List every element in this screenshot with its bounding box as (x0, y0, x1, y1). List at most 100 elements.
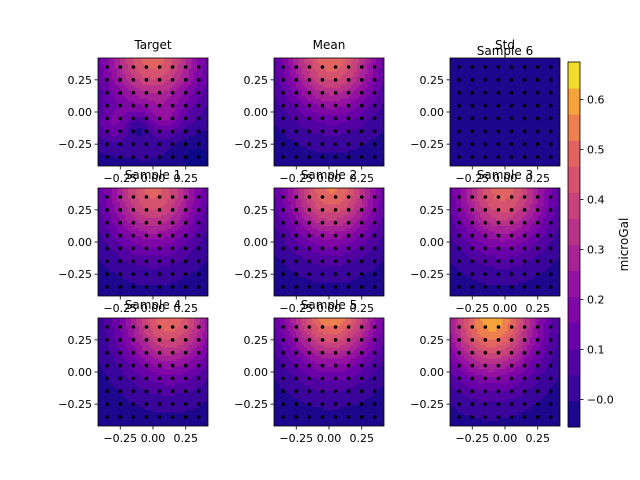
heat-cell (274, 125, 278, 129)
heat-cell (483, 87, 487, 91)
heat-cell (139, 60, 143, 64)
heat-cell (169, 144, 173, 148)
heat-cell (290, 90, 294, 94)
heat-cell (312, 58, 316, 62)
heat-cell (312, 122, 316, 127)
heat-cell (293, 160, 297, 164)
heat-cell (521, 109, 525, 113)
heat-cell (502, 130, 506, 135)
heat-cell (505, 163, 509, 166)
heat-cell (205, 160, 208, 164)
heat-cell (298, 147, 303, 151)
heat-cell (540, 71, 545, 75)
heat-cell (323, 63, 327, 67)
heat-cell (197, 144, 201, 148)
heat-cell (188, 68, 193, 73)
heat-cell (488, 87, 492, 91)
heat-cell (480, 95, 484, 100)
station-point (320, 103, 325, 108)
heat-cell (348, 101, 352, 105)
heat-cell (139, 58, 143, 62)
heat-cell (551, 98, 556, 102)
heat-cell (164, 128, 168, 132)
heat-cell (183, 106, 187, 110)
heat-cell (161, 87, 165, 91)
station-point (346, 90, 351, 95)
heat-cell (488, 125, 492, 129)
heat-cell (103, 87, 107, 91)
heat-cell (466, 109, 470, 113)
heat-cell (337, 109, 341, 113)
heat-cell (452, 68, 457, 73)
heat-cell (507, 109, 512, 113)
heat-cell (331, 128, 336, 132)
heat-cell (125, 149, 129, 154)
heat-cell (142, 141, 146, 145)
heat-cell (510, 120, 514, 124)
heat-cell (180, 122, 184, 127)
heat-cell (356, 147, 360, 151)
heat-cell (188, 149, 193, 154)
heat-cell (309, 87, 314, 91)
heat-cell (169, 106, 173, 110)
heat-cell (197, 160, 201, 164)
heat-cell (331, 71, 336, 75)
heat-cell (505, 85, 509, 89)
heat-cell (516, 155, 520, 159)
heat-cell (370, 122, 374, 127)
heat-cell (535, 149, 539, 154)
heat-cell (282, 157, 286, 162)
heat-cell (340, 82, 344, 86)
heat-cell (287, 125, 292, 129)
heat-cell (122, 63, 127, 67)
heat-cell (551, 147, 556, 151)
heat-cell (307, 157, 311, 162)
heat-cell (147, 144, 151, 148)
heat-cell (450, 101, 454, 105)
heat-cell (133, 63, 138, 67)
heat-cell (463, 155, 468, 159)
heat-cell (329, 152, 333, 156)
heat-cell (285, 155, 289, 159)
heat-cell (557, 58, 560, 62)
heat-cell (472, 74, 476, 78)
heat-cell (502, 163, 506, 166)
heat-cell (111, 149, 116, 154)
heat-cell (131, 85, 135, 89)
heat-cell (532, 160, 536, 164)
heat-cell (557, 82, 560, 86)
heat-cell (114, 117, 118, 121)
heat-cell (466, 160, 470, 164)
heat-cell (549, 133, 553, 137)
heat-cell (285, 103, 289, 108)
heat-cell (381, 125, 384, 129)
heat-cell (510, 71, 514, 75)
heat-cell (480, 120, 484, 124)
heat-cell (147, 139, 151, 143)
heat-cell (543, 125, 547, 129)
heat-cell (188, 152, 193, 156)
heat-cell (351, 133, 355, 137)
heat-cell (150, 60, 154, 64)
heat-cell (122, 149, 127, 154)
heat-cell (524, 106, 528, 110)
heat-cell (331, 117, 336, 121)
heat-cell (128, 128, 132, 132)
heat-cell (131, 95, 135, 100)
heat-cell (546, 144, 550, 148)
heat-cell (507, 85, 512, 89)
heat-cell (155, 68, 160, 73)
heat-cell (540, 155, 545, 159)
heat-cell (120, 163, 124, 166)
heat-cell (188, 93, 193, 97)
heat-cell (158, 139, 162, 143)
heat-cell (513, 120, 517, 124)
heat-cell (458, 82, 462, 86)
heat-cell (513, 141, 517, 145)
heat-cell (461, 85, 465, 89)
heat-cell (153, 76, 157, 81)
heat-cell (348, 122, 352, 127)
heat-cell (312, 71, 316, 75)
heat-cell (375, 139, 380, 143)
